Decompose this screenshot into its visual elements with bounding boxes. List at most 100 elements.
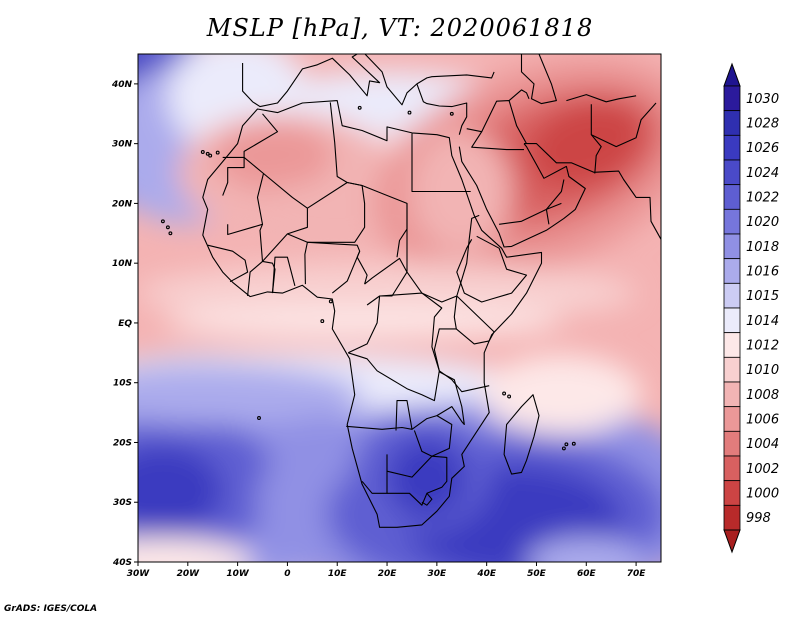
border-western-sahara <box>222 156 245 196</box>
island <box>502 391 507 396</box>
border-zimbabwe <box>411 415 453 457</box>
border-iran-east <box>590 104 602 174</box>
europe-coastline <box>242 54 495 108</box>
border-nigeria <box>304 241 361 294</box>
lat-tick-label: EQ <box>118 319 132 329</box>
pressure-blob <box>138 263 637 324</box>
colorbar-label: 1020 <box>746 215 779 230</box>
colorbar-swatch <box>723 282 741 309</box>
island <box>357 105 362 110</box>
colorbar-label: 1016 <box>746 265 779 280</box>
island <box>215 150 220 155</box>
colorbar-label: 1014 <box>746 314 779 329</box>
coastlines <box>160 54 661 528</box>
colorbar-label: 1026 <box>746 141 779 156</box>
border-morocco <box>243 113 279 158</box>
pressure-blob <box>526 537 647 562</box>
island <box>208 153 213 158</box>
pressure-blob <box>386 438 467 519</box>
lat-tick-label: 10N <box>112 259 133 269</box>
border-iran-west <box>508 89 530 102</box>
lon-tick-label: 60E <box>577 569 597 579</box>
africa-coastline <box>202 100 543 528</box>
colorbar-swatch <box>723 159 741 186</box>
border-malawi-zambia <box>436 371 465 426</box>
pressure-blob <box>212 120 333 191</box>
lon-tick-label: 30E <box>428 569 448 579</box>
colorbar: 1030 1028 1026 1024 1022 1020 1018 1016 1015 1014… <box>723 62 779 554</box>
island <box>407 110 412 115</box>
pressure-blob <box>138 445 223 536</box>
lon-tick-label: 10E <box>328 569 348 579</box>
colorbar-label: 1030 <box>746 92 779 107</box>
pressure-blob <box>138 364 363 425</box>
border-guinea <box>207 244 249 283</box>
longitude-axis: 30W 20W 10W 0 10E 20E 30E 40E 50E 60E 70E <box>127 562 647 579</box>
border-afghan-pak <box>591 102 657 148</box>
colorbar-label: 1018 <box>746 240 779 255</box>
border-south-africa <box>386 455 448 506</box>
lat-tick-label: 20N <box>112 199 133 209</box>
colorbar-label: 1008 <box>746 388 779 403</box>
colorbar-label: 1015 <box>746 289 779 304</box>
colorbar-label: 1006 <box>746 413 779 428</box>
island <box>257 416 261 420</box>
lat-tick-label: 40S <box>112 558 132 568</box>
colorbar-label: 1022 <box>746 191 779 206</box>
border-ethiopia <box>456 235 528 303</box>
colorbar-swatch <box>723 504 741 531</box>
island <box>564 442 569 447</box>
madagascar-coastline <box>503 394 540 475</box>
latitude-axis: 40N 30N 20N 10N EQ 10S 20S 30S 40S <box>111 80 138 568</box>
pressure-blob <box>138 537 253 562</box>
colorbar-swatch <box>723 332 741 358</box>
colorbar-swatch <box>723 233 741 260</box>
lon-tick-label: 30W <box>127 569 151 579</box>
colorbar-swatch <box>723 307 741 334</box>
island <box>200 150 205 154</box>
island <box>507 394 512 399</box>
colorbar-label: 1012 <box>746 339 779 354</box>
border-lesotho <box>421 492 433 506</box>
colorbar-swatch <box>723 110 741 136</box>
island <box>561 446 566 451</box>
colorbar-swatch <box>723 356 741 383</box>
island <box>328 299 333 304</box>
border-tanzania <box>433 328 490 393</box>
colorbar-label: 1028 <box>746 117 779 132</box>
border-egypt <box>411 133 471 193</box>
border-mauritania <box>227 156 265 236</box>
pressure-blob <box>528 100 645 187</box>
border-iraq <box>466 100 527 144</box>
lon-tick-label: 70E <box>627 569 647 579</box>
colorbar-label: 1024 <box>746 166 779 181</box>
colorbar-swatch <box>723 184 741 210</box>
map-title: MSLP [hPa], VT: 2020061818 <box>206 14 594 42</box>
iran-india-coastline <box>524 143 661 240</box>
island <box>571 441 576 446</box>
island <box>165 225 170 230</box>
border-turkmen <box>566 94 637 103</box>
border-yemen-oman <box>545 202 562 225</box>
colorbar-label: 1000 <box>746 487 779 502</box>
arabia-coastline <box>458 143 586 248</box>
border-mali <box>259 173 308 262</box>
island <box>320 319 325 324</box>
colorbar-top-arrow <box>723 62 741 87</box>
turkey-levant-coastline <box>416 83 468 135</box>
colorbar-label: 1004 <box>746 437 779 452</box>
island <box>205 151 210 156</box>
lon-tick-label: 40E <box>476 569 497 579</box>
border-drc <box>347 292 443 402</box>
colorbar-swatch <box>723 430 741 457</box>
colorbar-bottom-arrow <box>723 529 741 554</box>
lat-tick-label: 30N <box>112 140 133 150</box>
lat-tick-label: 20S <box>113 438 132 448</box>
colorbar-swatch <box>723 406 741 432</box>
lon-tick-label: 0 <box>284 569 290 579</box>
border-kenya <box>453 295 495 345</box>
pressure-blob <box>162 307 563 338</box>
lat-tick-label: 40N <box>111 80 133 90</box>
colorbar-swatch <box>723 208 741 235</box>
